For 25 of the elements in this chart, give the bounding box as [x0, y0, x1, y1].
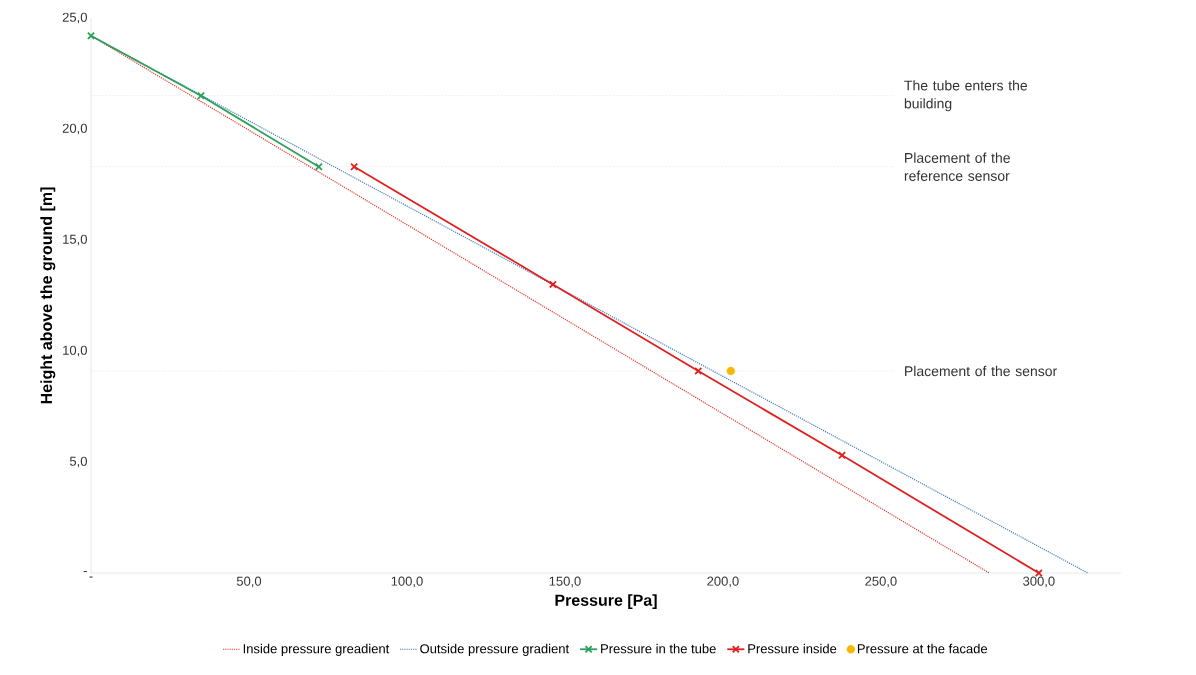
ref-line-label: Placement of the reference sensor: [904, 152, 1010, 181]
x-tick-label: 300,0: [1023, 576, 1055, 588]
x-tick-label: 150,0: [549, 576, 581, 588]
y-tick-label: 25,0: [62, 12, 87, 24]
y-tick-label: 20,0: [62, 123, 87, 135]
y-tick-label: 15,0: [63, 234, 87, 246]
legend-label: Inside pressure greadient: [243, 643, 390, 656]
y-tick-label: 10,0: [63, 345, 87, 357]
point: [86, 31, 96, 40]
legend-label: Pressure at the facade: [857, 643, 988, 654]
y-tick-label: 5,0: [69, 456, 87, 468]
x-tick-label: 50,0: [236, 576, 262, 588]
x-tick-label: 100,0: [391, 576, 423, 588]
x-tick-label: 200,0: [707, 576, 739, 588]
ref-line-label: Placement of the sensor: [905, 365, 1057, 377]
ref-line-label: The tube enters the building: [904, 80, 1028, 112]
point: [726, 366, 735, 376]
x-axis-title: Pressure [Pa]: [555, 594, 657, 610]
legend-label: Pressure inside: [748, 643, 837, 654]
y-tick-label: -: [83, 571, 87, 573]
y-axis-title: Height above the ground [m]: [40, 187, 56, 404]
legend-label: Pressure in the tube: [601, 643, 716, 654]
x-tick-label: 250,0: [865, 576, 897, 588]
legend-label: Outside pressure gradient: [420, 643, 570, 656]
x-tick-label: -: [89, 576, 93, 578]
